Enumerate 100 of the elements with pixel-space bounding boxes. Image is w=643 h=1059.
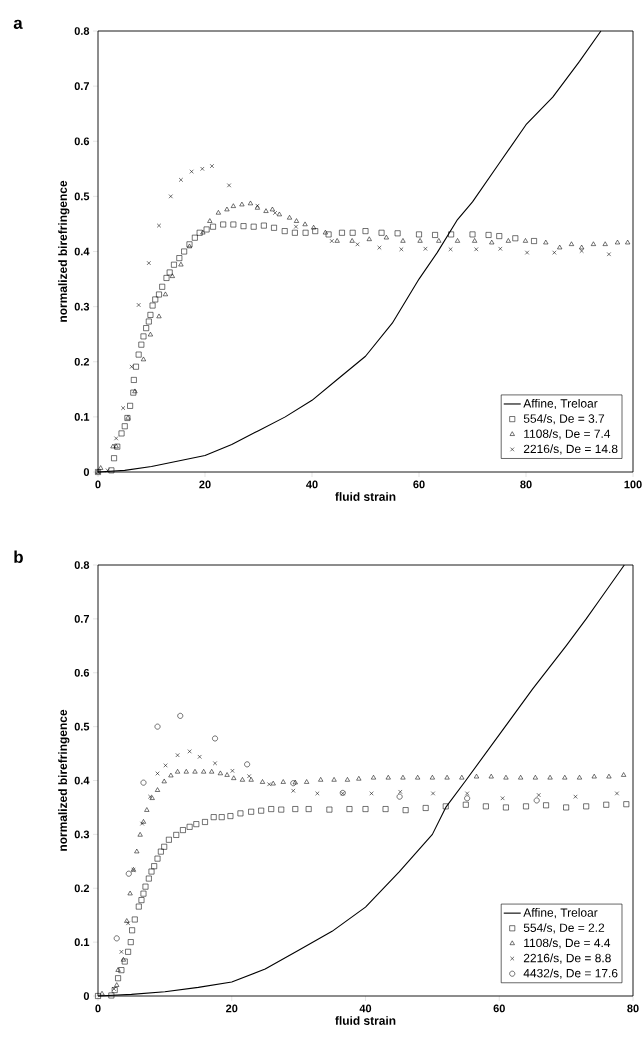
y-tick-label: 0 xyxy=(83,468,90,476)
point xyxy=(591,773,597,779)
point xyxy=(140,333,147,340)
point xyxy=(547,774,553,780)
point xyxy=(293,224,299,229)
y-tick-label: 0.8 xyxy=(74,561,90,569)
point xyxy=(472,238,478,243)
point xyxy=(583,803,590,810)
point xyxy=(268,806,275,812)
point xyxy=(459,774,465,780)
point xyxy=(108,467,115,474)
point xyxy=(162,291,168,297)
point xyxy=(209,769,215,774)
point xyxy=(382,806,389,812)
point xyxy=(270,780,276,786)
point xyxy=(131,916,138,923)
point xyxy=(503,804,509,811)
point xyxy=(240,223,247,230)
point xyxy=(454,238,461,243)
point xyxy=(168,194,173,199)
point xyxy=(399,247,404,252)
point xyxy=(416,231,422,238)
point xyxy=(383,234,389,240)
point xyxy=(430,791,436,796)
point xyxy=(125,921,131,926)
point xyxy=(369,791,374,796)
point xyxy=(118,967,125,974)
point xyxy=(171,261,177,268)
point xyxy=(505,238,511,243)
point xyxy=(500,796,505,801)
point xyxy=(113,935,120,942)
point xyxy=(115,967,121,972)
y-tick-label: 0.5 xyxy=(74,722,90,731)
y-tick-label: 0.8 xyxy=(74,27,90,35)
point xyxy=(230,221,237,228)
point xyxy=(138,341,145,348)
point xyxy=(557,244,563,250)
point xyxy=(349,238,355,243)
point xyxy=(124,918,130,923)
point xyxy=(429,774,435,780)
point xyxy=(621,772,627,777)
point xyxy=(312,228,319,234)
x-tick-label: 80 xyxy=(520,480,532,489)
point xyxy=(394,230,401,237)
legend-label: 2216/s, De = 14.8 xyxy=(523,444,618,455)
point xyxy=(99,990,105,996)
point xyxy=(377,245,382,250)
point xyxy=(178,177,184,182)
point xyxy=(212,735,218,742)
point xyxy=(552,250,557,255)
point xyxy=(444,774,450,780)
point xyxy=(227,813,234,819)
y-tick-label: 0.1 xyxy=(74,413,90,421)
point xyxy=(498,246,503,251)
x-tick-label: 100 xyxy=(624,480,642,489)
point xyxy=(625,239,631,245)
point xyxy=(140,890,147,897)
y-tick-label: 0.3 xyxy=(74,830,90,839)
point xyxy=(465,791,470,796)
x-tick-label: 20 xyxy=(199,480,211,489)
point xyxy=(280,779,286,784)
point xyxy=(135,351,142,358)
point xyxy=(157,848,164,855)
point xyxy=(415,774,421,780)
point xyxy=(163,275,170,281)
point xyxy=(140,356,147,362)
point xyxy=(120,957,126,962)
y-tick-label: 0.7 xyxy=(74,82,89,91)
point xyxy=(166,836,172,843)
point xyxy=(178,261,184,267)
point xyxy=(400,774,406,780)
point xyxy=(623,801,630,808)
point xyxy=(226,183,232,188)
point xyxy=(432,232,438,238)
point xyxy=(291,788,296,793)
point xyxy=(118,430,125,437)
point xyxy=(281,228,288,234)
point xyxy=(173,832,180,838)
point xyxy=(127,890,133,896)
point xyxy=(144,807,150,812)
point xyxy=(181,248,188,255)
point xyxy=(210,814,217,821)
point xyxy=(276,211,282,217)
point xyxy=(230,203,236,208)
point xyxy=(224,206,230,212)
point xyxy=(215,210,221,215)
point xyxy=(145,875,152,882)
point xyxy=(156,291,162,298)
legend-label: 1108/s, De = 4.4 xyxy=(524,938,611,949)
point xyxy=(224,772,230,777)
point xyxy=(398,789,403,794)
point xyxy=(579,248,584,254)
point xyxy=(175,769,181,774)
y-tick-label: 0.4 xyxy=(74,247,90,256)
point xyxy=(176,255,183,261)
point xyxy=(239,777,245,782)
point xyxy=(163,763,168,768)
point xyxy=(315,791,320,796)
point xyxy=(325,231,332,238)
point xyxy=(531,238,537,244)
